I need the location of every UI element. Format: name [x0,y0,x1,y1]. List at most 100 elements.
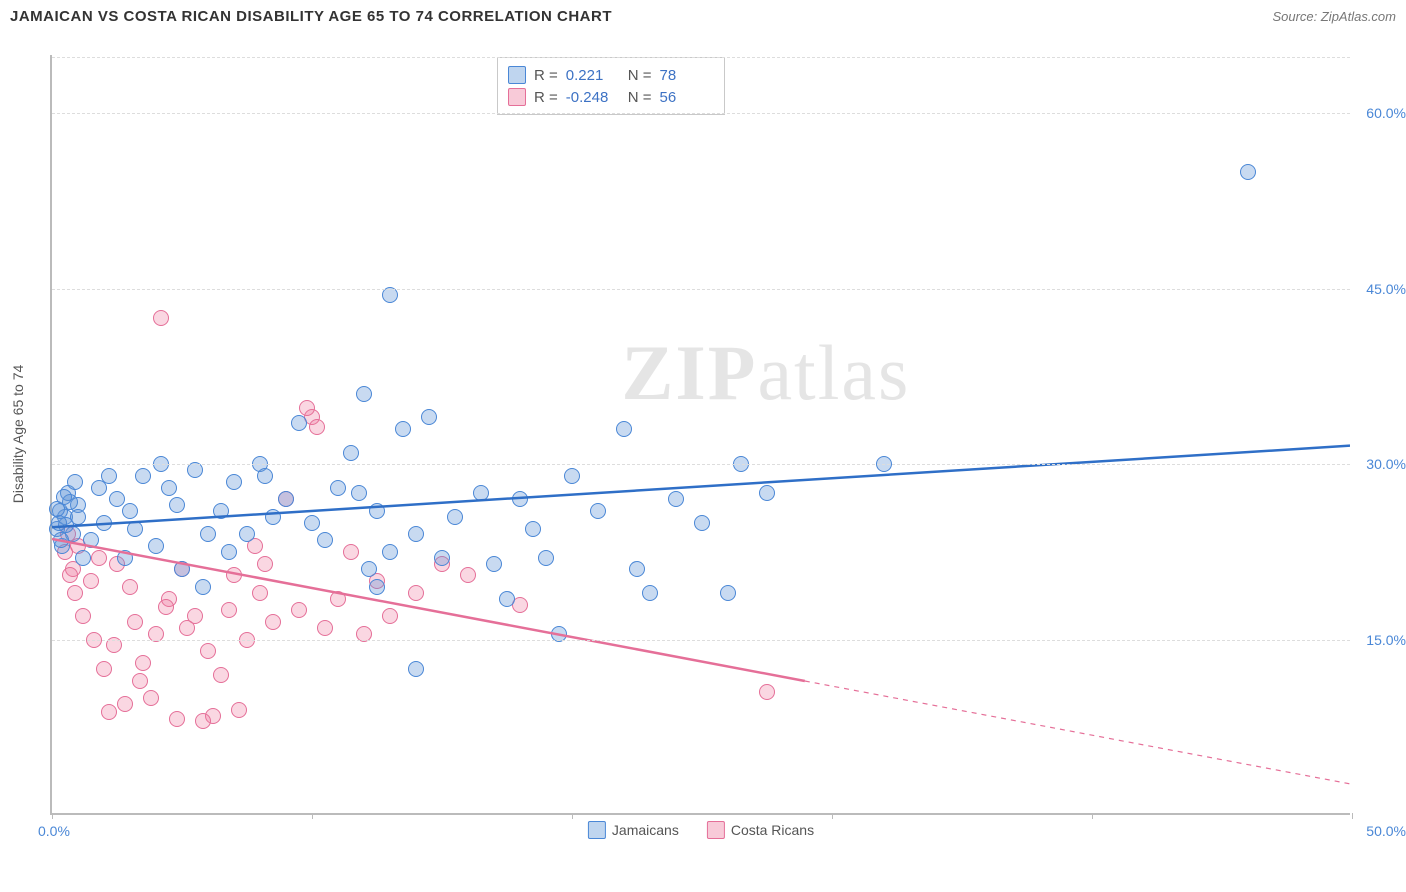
scatter-point-jamaican [525,521,541,537]
stat-r-value: 0.221 [566,67,620,84]
scatter-point-jamaican [720,585,736,601]
scatter-point-jamaican [127,521,143,537]
correlation-stats-box: R = 0.221 N = 78 R = -0.248 N = 56 [497,57,725,115]
scatter-point-costarican [91,550,107,566]
legend-item: Costa Ricans [707,821,814,839]
scatter-point-costarican [257,556,273,572]
x-tick-mark [832,813,833,819]
scatter-point-costarican [132,673,148,689]
scatter-point-jamaican [356,386,372,402]
scatter-point-jamaican [83,532,99,548]
stat-row: R = 0.221 N = 78 [508,64,714,86]
scatter-point-jamaican [53,532,69,548]
scatter-point-costarican [83,573,99,589]
x-tick-mark [52,813,53,819]
source-link[interactable]: ZipAtlas.com [1321,9,1396,24]
scatter-point-jamaican [213,503,229,519]
scatter-point-jamaican [291,415,307,431]
scatter-point-jamaican [49,501,65,517]
scatter-point-costarican [299,400,315,416]
stat-n-value: 56 [660,89,714,106]
scatter-point-costarican [226,567,242,583]
scatter-point-jamaican [239,526,255,542]
scatter-point-jamaican [486,556,502,572]
scatter-point-costarican [127,614,143,630]
scatter-point-costarican [460,567,476,583]
scatter-point-costarican [67,585,83,601]
swatch-blue [508,66,526,84]
y-tick-label: 15.0% [1366,632,1406,648]
scatter-point-jamaican [616,421,632,437]
scatter-point-jamaican [499,591,515,607]
stat-r-label: R = [534,89,558,106]
trend-line-dashed [805,681,1350,784]
scatter-point-jamaican [590,503,606,519]
source-prefix: Source: [1272,9,1320,24]
scatter-point-costarican [213,667,229,683]
swatch-pink [508,88,526,106]
scatter-point-jamaican [408,526,424,542]
scatter-point-jamaican [96,515,112,531]
x-tick-start: 0.0% [38,823,70,839]
scatter-point-jamaican [109,491,125,507]
scatter-point-costarican [382,608,398,624]
y-tick-label: 60.0% [1366,105,1406,121]
scatter-point-jamaican [169,497,185,513]
scatter-point-jamaican [101,468,117,484]
y-tick-label: 30.0% [1366,456,1406,472]
scatter-point-costarican [759,684,775,700]
scatter-point-jamaican [538,550,554,566]
scatter-point-jamaican [642,585,658,601]
scatter-point-jamaican [195,579,211,595]
scatter-point-jamaican [221,544,237,560]
legend: Jamaicans Costa Ricans [588,821,814,839]
scatter-point-jamaican [67,474,83,490]
scatter-point-jamaican [148,538,164,554]
swatch-blue [588,821,606,839]
scatter-point-costarican [75,608,91,624]
scatter-point-jamaican [447,509,463,525]
scatter-point-costarican [153,310,169,326]
stat-r-value: -0.248 [566,89,620,106]
swatch-pink [707,821,725,839]
scatter-point-jamaican [330,480,346,496]
scatter-point-jamaican [278,491,294,507]
scatter-point-jamaican [257,468,273,484]
scatter-point-costarican [158,599,174,615]
watermark: ZIPatlas [621,328,910,418]
y-tick-label: 45.0% [1366,281,1406,297]
scatter-point-jamaican [174,561,190,577]
scatter-point-jamaican [351,485,367,501]
x-tick-mark [1092,813,1093,819]
scatter-point-jamaican [421,409,437,425]
scatter-point-jamaican [122,503,138,519]
scatter-point-costarican [317,620,333,636]
scatter-point-jamaican [265,509,281,525]
source-attribution: Source: ZipAtlas.com [1272,9,1396,24]
scatter-point-jamaican [629,561,645,577]
scatter-point-costarican [195,713,211,729]
plot-area: Disability Age 65 to 74 ZIPatlas R = 0.2… [50,55,1350,815]
scatter-point-costarican [408,585,424,601]
stat-row: R = -0.248 N = 56 [508,86,714,108]
chart-container: JAMAICAN VS COSTA RICAN DISABILITY AGE 6… [0,0,1406,892]
scatter-point-jamaican [51,515,67,531]
scatter-point-costarican [330,591,346,607]
scatter-point-costarican [179,620,195,636]
scatter-point-costarican [200,643,216,659]
scatter-point-costarican [265,614,281,630]
x-tick-mark [1352,813,1353,819]
scatter-point-costarican [96,661,112,677]
gridline [52,289,1350,290]
chart-title: JAMAICAN VS COSTA RICAN DISABILITY AGE 6… [10,8,612,25]
scatter-point-jamaican [564,468,580,484]
scatter-point-costarican [343,544,359,560]
scatter-point-jamaican [75,550,91,566]
header: JAMAICAN VS COSTA RICAN DISABILITY AGE 6… [0,0,1406,29]
scatter-point-jamaican [512,491,528,507]
scatter-point-costarican [122,579,138,595]
gridline [52,464,1350,465]
stat-n-label: N = [628,67,652,84]
scatter-point-jamaican [759,485,775,501]
scatter-point-jamaican [382,544,398,560]
